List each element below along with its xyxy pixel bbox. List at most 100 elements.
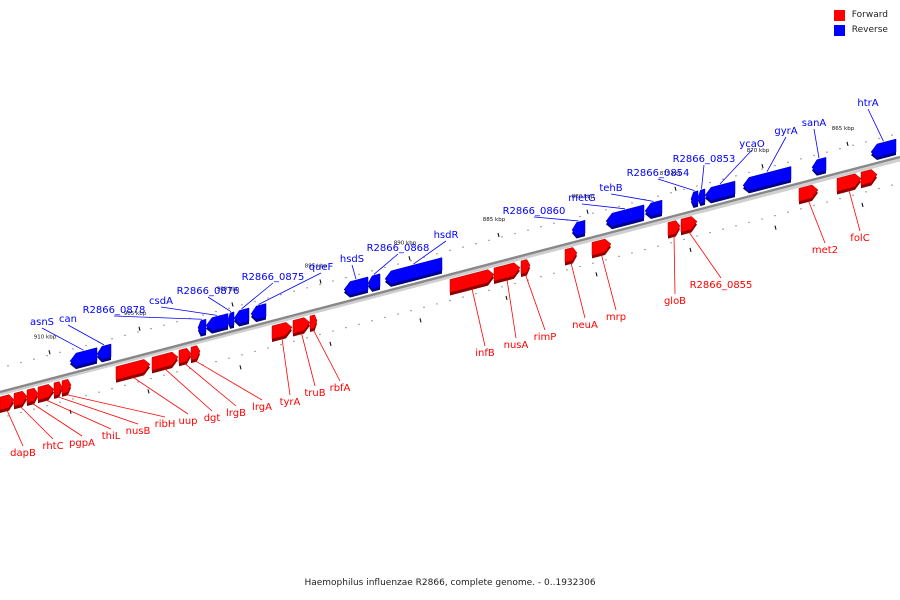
- gene-label-ycao[interactable]: ycaO: [739, 139, 765, 150]
- gene-trub[interactable]: [292, 317, 311, 334]
- upper-guide-dot: [475, 243, 477, 245]
- gene-lrga[interactable]: [190, 345, 201, 361]
- upper-guide-dot: [241, 304, 243, 306]
- gene-label-trub[interactable]: truB: [304, 388, 325, 399]
- gene-label-quef[interactable]: queF: [309, 262, 334, 273]
- gene-label-r2866-0855[interactable]: R2866_0855: [690, 280, 753, 291]
- gene-label-can[interactable]: can: [59, 314, 77, 325]
- gene-pgpa[interactable]: [26, 387, 39, 404]
- gene-r2866-0860[interactable]: [571, 219, 586, 236]
- gene-can[interactable]: [96, 343, 112, 360]
- gene-label-metg[interactable]: metG: [568, 193, 596, 204]
- gene-leader-uup: [132, 376, 189, 415]
- gene-ribh[interactable]: [61, 378, 72, 395]
- gene-r2866-0876[interactable]: [227, 311, 235, 327]
- gene-nusb[interactable]: [53, 381, 63, 397]
- gene-label-r2866-0875[interactable]: R2866_0875: [242, 272, 305, 283]
- gene-label-htra[interactable]: htrA: [857, 98, 878, 109]
- gene-rbfa[interactable]: [309, 314, 318, 330]
- gene-uup[interactable]: [115, 359, 151, 381]
- gene-label-asns[interactable]: asnS: [30, 317, 54, 328]
- gene-label-hsdr[interactable]: hsdR: [434, 230, 459, 241]
- gene-folc[interactable]: [836, 173, 862, 192]
- lower-guide-dot: [111, 388, 113, 390]
- gene-label-gyra[interactable]: gyrA: [774, 126, 797, 137]
- gene-label-ribh[interactable]: ribH: [155, 419, 176, 430]
- gene-asns[interactable]: [69, 347, 98, 367]
- gene-htra[interactable]: [870, 138, 897, 158]
- gene-leader-can: [67, 324, 105, 346]
- gene-label-mrp[interactable]: mrp: [606, 312, 626, 323]
- upper-guide-dot: [137, 331, 139, 333]
- gene-label-dapb[interactable]: dapB: [10, 448, 36, 459]
- gene-dapb[interactable]: [0, 394, 15, 411]
- scale-tick: [419, 318, 422, 323]
- gene-lrgb[interactable]: [178, 347, 192, 364]
- gene-label-pgpa[interactable]: pgpA: [69, 438, 95, 449]
- gene-label-rhtc[interactable]: rhtC: [42, 441, 63, 452]
- upper-guide-dot: [293, 290, 295, 292]
- gene-label-r2866-0853[interactable]: R2866_0853: [673, 154, 736, 165]
- gene-label-infb[interactable]: infB: [475, 348, 495, 359]
- gene-tehb[interactable]: [644, 199, 663, 217]
- lower-guide-dot: [800, 208, 802, 210]
- gene-infb[interactable]: [449, 269, 495, 293]
- gene-gyra[interactable]: [742, 166, 792, 191]
- gene-label-lrgb[interactable]: lrgB: [226, 408, 246, 419]
- gene-r2866-0875[interactable]: [233, 307, 250, 324]
- gene-label-csda[interactable]: csdA: [149, 296, 173, 307]
- gene-label-r2866-0876[interactable]: R2866_0876: [177, 286, 240, 297]
- upper-guide-dot: [59, 351, 61, 354]
- gene-met2[interactable]: [798, 184, 819, 202]
- gene-label-r2866-0868[interactable]: R2866_0868: [367, 243, 430, 254]
- gene-r2866-0878[interactable]: [197, 318, 207, 334]
- gene-leader-trub: [301, 333, 316, 387]
- gene-nusa[interactable]: [493, 262, 521, 282]
- lower-guide-dot: [579, 265, 581, 268]
- gene-quef[interactable]: [250, 303, 267, 320]
- gene-glob[interactable]: [667, 220, 681, 236]
- gene-rhtc[interactable]: [13, 390, 28, 407]
- gene-neua[interactable]: [564, 247, 578, 263]
- gene-label-r2866-0860[interactable]: R2866_0860: [503, 206, 566, 217]
- gene-label-hsds[interactable]: hsdS: [340, 254, 364, 265]
- gene-label-lrga[interactable]: lrgA: [252, 402, 272, 413]
- gene-label-uup[interactable]: uup: [178, 416, 197, 427]
- gene-r2866-0868[interactable]: [367, 273, 381, 290]
- gene-dgt[interactable]: [151, 351, 179, 371]
- gene-label-rimp[interactable]: rimP: [534, 332, 557, 343]
- gene-label-nusa[interactable]: nusA: [504, 340, 529, 351]
- gene-label-sana[interactable]: sanA: [802, 118, 827, 129]
- gene-label-tehb[interactable]: tehB: [599, 183, 622, 194]
- gene-leader-r2866-0878: [113, 315, 203, 320]
- lower-guide-dot: [72, 398, 74, 400]
- gene-r2866-0853[interactable]: [697, 188, 706, 204]
- gene-ycao[interactable]: [704, 180, 736, 201]
- gene-r2866-0855[interactable]: [680, 216, 698, 233]
- gene-rimp[interactable]: [520, 259, 531, 275]
- gene-label-nusb[interactable]: nusB: [126, 426, 151, 437]
- gene-sana[interactable]: [811, 157, 827, 173]
- gene-folc[interactable]: [860, 169, 878, 186]
- gene-label-neua[interactable]: neuA: [572, 320, 598, 331]
- gene-label-thil[interactable]: thiL: [102, 431, 121, 442]
- gene-csda[interactable]: [205, 313, 229, 331]
- gene-leader-hsds: [351, 264, 357, 280]
- gene-metg[interactable]: [605, 204, 645, 227]
- gene-r2866-0854[interactable]: [690, 190, 699, 206]
- gene-mrp[interactable]: [591, 238, 612, 256]
- upper-guide-dot: [878, 137, 880, 140]
- gene-label-folc[interactable]: folC: [850, 233, 869, 244]
- gene-label-r2866-0854[interactable]: R2866_0854: [627, 168, 690, 179]
- gene-hsdr[interactable]: [384, 257, 443, 285]
- gene-label-glob[interactable]: gloB: [664, 296, 686, 307]
- gene-tyra[interactable]: [271, 322, 293, 340]
- gene-hsds[interactable]: [343, 276, 369, 295]
- gene-label-dgt[interactable]: dgt: [204, 413, 221, 424]
- gene-label-tyra[interactable]: tyrA: [280, 397, 301, 408]
- gene-label-met2[interactable]: met2: [812, 245, 838, 256]
- lower-guide-dot: [332, 330, 334, 332]
- gene-label-r2866-0878[interactable]: R2866_0878: [83, 305, 146, 316]
- gene-thil[interactable]: [37, 384, 55, 401]
- gene-label-rbfa[interactable]: rbfA: [330, 383, 351, 394]
